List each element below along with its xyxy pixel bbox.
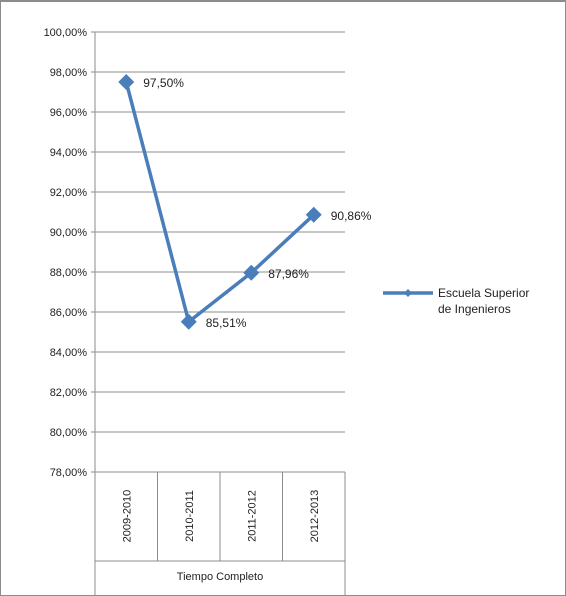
y-tick-label: 78,00% <box>50 467 88 479</box>
y-tick-label: 84,00% <box>50 347 88 359</box>
data-label: 87,96% <box>268 267 309 281</box>
y-tick-label: 98,00% <box>50 67 88 79</box>
legend-marker <box>404 289 412 297</box>
legend-label: Escuela Superior <box>438 286 529 300</box>
y-tick-label: 80,00% <box>50 427 88 439</box>
data-point-marker <box>118 74 135 90</box>
x-tick-label: 2009-2010 <box>121 490 133 543</box>
data-point-marker <box>180 313 197 330</box>
y-tick-label: 86,00% <box>50 307 88 319</box>
data-label: 90,86% <box>331 209 372 223</box>
data-label: 85,51% <box>206 316 247 330</box>
y-tick-label: 88,00% <box>50 267 88 279</box>
y-tick-label: 92,00% <box>50 187 88 199</box>
y-tick-label: 100,00% <box>44 27 88 39</box>
y-tick-label: 96,00% <box>50 107 88 119</box>
x-tick-label: 2012-2013 <box>309 490 321 543</box>
series-line <box>124 81 315 324</box>
x-tick-label: 2011-2012 <box>246 490 258 542</box>
x-tick-label: 2010-2011 <box>184 490 196 542</box>
y-tick-label: 94,00% <box>50 147 88 159</box>
y-tick-label: 82,00% <box>50 387 88 399</box>
legend-label: de Ingenieros <box>438 302 511 316</box>
data-label: 97,50% <box>143 76 184 90</box>
x-group-label: Tiempo Completo <box>177 571 263 583</box>
data-point-marker <box>243 264 260 281</box>
y-tick-label: 90,00% <box>50 227 88 239</box>
data-point-marker <box>305 206 322 223</box>
